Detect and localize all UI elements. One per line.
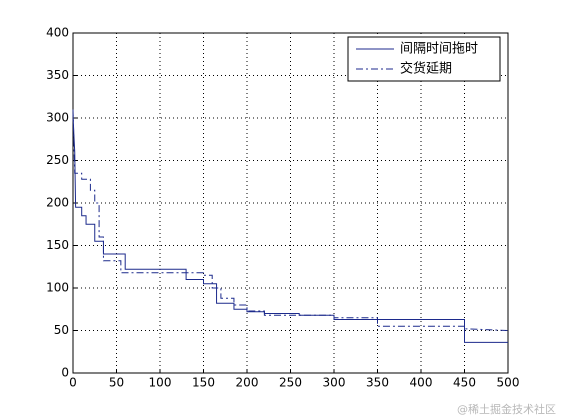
x-tick-label: 100 xyxy=(149,376,172,390)
y-tick-label: 50 xyxy=(54,323,69,337)
x-tick-label: 500 xyxy=(497,376,520,390)
x-tick-label: 400 xyxy=(410,376,433,390)
x-tick-label: 300 xyxy=(323,376,346,390)
y-tick-label: 300 xyxy=(46,111,69,125)
y-tick-label: 200 xyxy=(46,196,69,210)
x-tick-label: 200 xyxy=(236,376,259,390)
y-tick-label: 150 xyxy=(46,238,69,252)
x-tick-label: 250 xyxy=(279,376,302,390)
line xyxy=(72,109,509,331)
x-tick-label: 350 xyxy=(366,376,389,390)
legend-box xyxy=(347,36,501,82)
y-tick-label: 100 xyxy=(46,281,69,295)
axes-box xyxy=(72,32,509,374)
y-tick-label: 350 xyxy=(46,68,69,82)
x-tick-label: 0 xyxy=(69,376,77,390)
y-tick-label: 0 xyxy=(61,366,69,380)
y-tick-label: 400 xyxy=(46,26,69,40)
x-tick-label: 150 xyxy=(192,376,215,390)
x-tick-label: 50 xyxy=(109,376,124,390)
line xyxy=(72,113,508,343)
legend-label: 交货延期 xyxy=(400,61,452,77)
watermark: @稀土掘金技术社区 xyxy=(457,402,556,416)
legend-label: 间隔时间拖时 xyxy=(400,42,478,57)
x-tick-label: 450 xyxy=(453,376,476,390)
y-tick-label: 250 xyxy=(46,153,69,167)
